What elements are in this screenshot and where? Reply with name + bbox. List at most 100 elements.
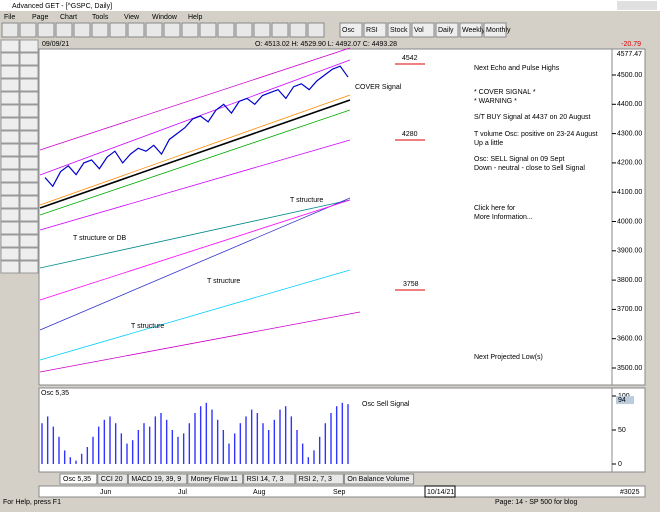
tool-button[interactable] — [19, 247, 39, 261]
tool-button[interactable] — [19, 78, 39, 92]
tool-button[interactable] — [91, 22, 109, 38]
menu-item[interactable]: File — [4, 14, 15, 21]
tabs: Osc 5,35 CCI 20 MACD 19, 39, 9 Money Flow 1… — [59, 473, 415, 485]
tool-button[interactable] — [19, 195, 39, 209]
note: Up a little — [474, 140, 503, 147]
menu-item[interactable]: View — [124, 14, 140, 21]
tab[interactable] — [343, 473, 415, 485]
toolbar-button[interactable] — [483, 22, 507, 38]
menu-item[interactable]: Window — [152, 14, 178, 21]
tool-button[interactable] — [0, 208, 20, 222]
tool-button[interactable] — [0, 182, 20, 196]
tool-button[interactable] — [0, 39, 20, 53]
menu-item[interactable]: Page — [32, 14, 48, 21]
tool-button[interactable] — [109, 22, 127, 38]
tool-button[interactable] — [271, 22, 289, 38]
level: 3758 — [403, 281, 419, 288]
tool-button[interactable] — [0, 247, 20, 261]
tool-button[interactable] — [163, 22, 181, 38]
tool-button[interactable] — [37, 22, 55, 38]
y-tick-label: 4300.00 — [617, 130, 642, 137]
end-date-box — [424, 485, 456, 498]
tool-button[interactable] — [307, 22, 325, 38]
note: * WARNING * — [474, 98, 517, 105]
tool-button[interactable] — [19, 234, 39, 248]
y-tick-label: 50 — [618, 427, 626, 434]
tool-button[interactable] — [0, 78, 20, 92]
tool-button[interactable] — [0, 221, 20, 235]
month-label: Jul — [178, 489, 187, 496]
tool-button[interactable] — [289, 22, 307, 38]
annotation: T structure or DB — [73, 235, 126, 242]
tool-button[interactable] — [19, 169, 39, 183]
tool-button[interactable] — [0, 260, 20, 274]
osc-signal: Osc Sell Signal — [362, 401, 410, 408]
menu-item[interactable]: Help — [188, 14, 203, 21]
note[interactable]: More Information... — [474, 214, 533, 221]
tool-button[interactable] — [19, 208, 39, 222]
tool-button[interactable] — [0, 130, 20, 144]
tool-button[interactable] — [19, 260, 39, 274]
toolbar-button[interactable] — [435, 22, 459, 38]
tab[interactable] — [187, 473, 244, 485]
annotation: T structure — [207, 278, 240, 285]
toolbar-button[interactable] — [411, 22, 435, 38]
tool-button[interactable] — [73, 22, 91, 38]
tool-button[interactable] — [55, 22, 73, 38]
tab[interactable] — [243, 473, 296, 485]
tool-button[interactable] — [19, 221, 39, 235]
tab[interactable] — [59, 473, 98, 485]
tool-button[interactable] — [0, 117, 20, 131]
toolbar-button[interactable] — [459, 22, 483, 38]
tool-button[interactable] — [217, 22, 235, 38]
tool-button[interactable] — [19, 117, 39, 131]
tool-button[interactable] — [19, 52, 39, 66]
tool-button[interactable] — [0, 65, 20, 79]
y-tick-label: 4500.00 — [617, 72, 642, 79]
tab-label: Osc 5,35 — [63, 476, 91, 483]
y-tick-label: 3700.00 — [617, 306, 642, 313]
annotation: T structure — [290, 197, 323, 204]
toolbar-button[interactable] — [387, 22, 411, 38]
toolbar-label: Osc — [342, 27, 355, 34]
tool-button[interactable] — [0, 143, 20, 157]
tool-button[interactable] — [0, 104, 20, 118]
tool-button[interactable] — [0, 52, 20, 66]
last-price: 4577.47 — [617, 51, 642, 58]
tool-button[interactable] — [253, 22, 271, 38]
tool-button[interactable] — [19, 182, 39, 196]
toolbar-button[interactable] — [363, 22, 387, 38]
tool-button[interactable] — [19, 104, 39, 118]
tool-button[interactable] — [0, 91, 20, 105]
tool-button[interactable] — [19, 143, 39, 157]
tool-button[interactable] — [0, 195, 20, 209]
tool-button[interactable] — [181, 22, 199, 38]
tool-button[interactable] — [19, 22, 37, 38]
window-controls[interactable] — [617, 1, 657, 10]
tool-button[interactable] — [19, 156, 39, 170]
tab-label: MACD 19, 39, 9 — [131, 476, 181, 483]
tool-button[interactable] — [145, 22, 163, 38]
tab[interactable] — [127, 473, 188, 485]
tool-button[interactable] — [235, 22, 253, 38]
tool-button[interactable] — [19, 91, 39, 105]
menu-item[interactable]: Chart — [60, 14, 77, 21]
tool-button[interactable] — [1, 22, 19, 38]
note: T volume Osc: positive on 23-24 August — [474, 131, 598, 138]
tab[interactable] — [97, 473, 128, 485]
tool-button[interactable] — [199, 22, 217, 38]
tab[interactable] — [295, 473, 344, 485]
tool-button[interactable] — [19, 39, 39, 53]
tool-button[interactable] — [0, 156, 20, 170]
tool-button[interactable] — [19, 130, 39, 144]
tool-button[interactable] — [0, 234, 20, 248]
tab-label: Money Flow 11 — [191, 476, 238, 483]
tool-button[interactable] — [127, 22, 145, 38]
note: * COVER SIGNAL * — [474, 89, 536, 96]
toolbar-label: Daily — [438, 27, 454, 34]
toolbar-button[interactable] — [339, 22, 363, 38]
menu-item[interactable]: Tools — [92, 14, 109, 21]
tool-button[interactable] — [19, 65, 39, 79]
tool-button[interactable] — [0, 169, 20, 183]
note[interactable]: Click here for — [474, 205, 516, 212]
